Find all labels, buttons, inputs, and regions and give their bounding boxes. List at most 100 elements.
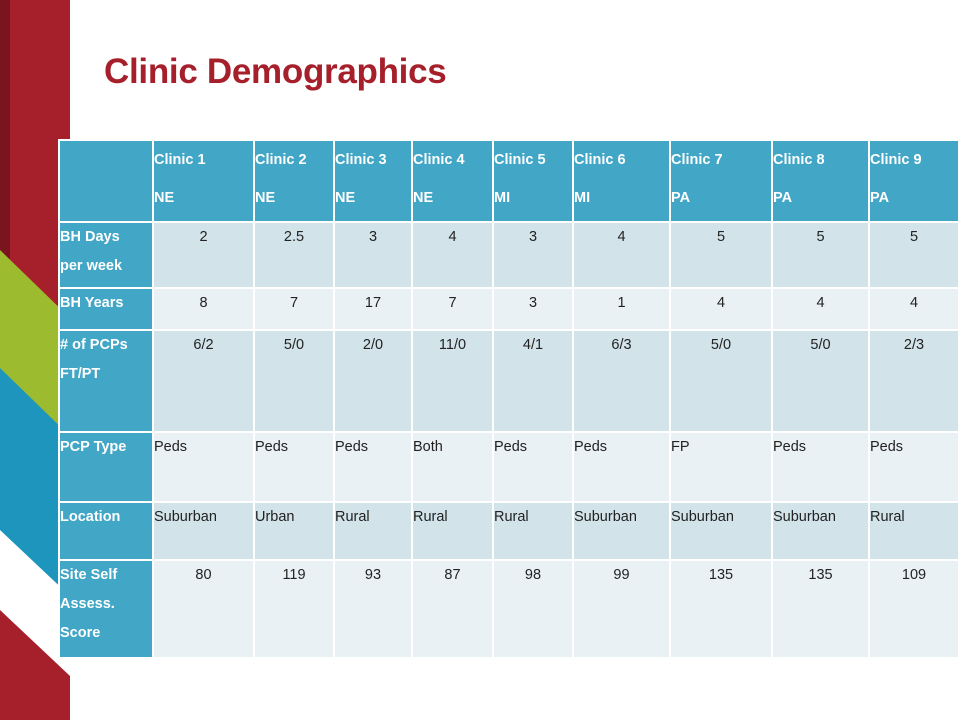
column-header: Clinic 4 NE [411,139,494,223]
row-header: # of PCPs FT/PT [58,329,154,433]
table-cell: Peds [771,431,870,503]
row-header-label: Location [60,509,121,525]
column-header-region: MI [494,190,511,206]
table-cell: 4 [771,287,870,331]
table-cell: Suburban [572,501,671,561]
table-row: Location Suburban Urban Rural Rural Rural Subu… [58,501,960,561]
table-row: Site Self Assess. Score 80 119 93 87 98 99 135 135… [58,559,960,659]
table-row: PCP Type Peds Peds Peds Both Peds Peds FP Peds Pe… [58,431,960,503]
row-header: BH Years [58,287,154,331]
column-header: Clinic 5 MI [492,139,574,223]
row-header: Location [58,501,154,561]
row-header: Site Self Assess. Score [58,559,154,659]
table-cell: 4 [669,287,773,331]
table-row: # of PCPs FT/PT 6/2 5/0 2/0 11/0 4/1 6/3 5/0 5/0 2… [58,329,960,433]
table-cell: 3 [492,221,574,289]
table-cell: Peds [868,431,960,503]
column-header-clinic-name: Clinic 7 [671,152,723,168]
column-header-region: NE [413,190,434,206]
table-cell: 17 [333,287,413,331]
table-cell: 11/0 [411,329,494,433]
table-cell: 3 [333,221,413,289]
table-cell: 135 [771,559,870,659]
table-cell: 7 [253,287,335,331]
row-header-label: FT/PT [60,366,101,382]
column-header-region: NE [154,190,175,206]
table-cell: 2/0 [333,329,413,433]
column-header-clinic-name: Clinic 2 [255,152,307,168]
column-header-clinic-name: Clinic 1 [154,152,206,168]
column-header: Clinic 6 MI [572,139,671,223]
table-cell: Peds [152,431,255,503]
row-header-label: per week [60,258,123,274]
table-cell: 8 [152,287,255,331]
header-corner-cell [58,139,154,223]
table-cell: Peds [572,431,671,503]
column-header-region: PA [870,190,890,206]
column-header: Clinic 2 NE [253,139,335,223]
table-cell: 5 [868,221,960,289]
column-header-region: MI [574,190,591,206]
table-cell: Both [411,431,494,503]
demographics-table: Clinic 1 NE Clinic 2 NE Clinic 3 NE Clinic 4 NE… [58,139,960,659]
table-cell: 4 [572,221,671,289]
row-header: PCP Type [58,431,154,503]
column-header: Clinic 8 PA [771,139,870,223]
column-header-clinic-name: Clinic 6 [574,152,626,168]
table-cell: 5/0 [669,329,773,433]
column-header: Clinic 7 PA [669,139,773,223]
table-cell: Suburban [669,501,773,561]
table-cell: 7 [411,287,494,331]
table-cell: 87 [411,559,494,659]
row-header-label: Score [60,625,101,641]
row-header-label: BH Days [60,229,120,245]
table-cell: 6/2 [152,329,255,433]
column-header-region: NE [255,190,276,206]
table-cell: 80 [152,559,255,659]
table-row: BH Years 8 7 17 7 3 1 4 4 4 [58,287,960,331]
table-cell: 93 [333,559,413,659]
table-cell: Rural [868,501,960,561]
column-header-clinic-name: Clinic 9 [870,152,922,168]
row-header-label: Site Self [60,567,118,583]
table-cell: 5 [771,221,870,289]
column-header-clinic-name: Clinic 4 [413,152,465,168]
table-cell: Urban [253,501,335,561]
table-body: BH Days per week 2 2.5 3 4 3 4 5 5 5 BH Years 8 7 17 7 3… [58,221,960,659]
row-header-label: BH Years [60,295,124,311]
column-header-region: PA [773,190,793,206]
table-cell: 4 [868,287,960,331]
table-cell: 4/1 [492,329,574,433]
table-cell: 98 [492,559,574,659]
table-cell: 109 [868,559,960,659]
table-cell: 5/0 [253,329,335,433]
table-cell: 135 [669,559,773,659]
column-header: Clinic 1 NE [152,139,255,223]
table-cell: Suburban [771,501,870,561]
table-cell: 2.5 [253,221,335,289]
table-cell: Rural [411,501,494,561]
table-cell: 5 [669,221,773,289]
column-header-region: PA [671,190,691,206]
column-header-region: NE [335,190,356,206]
table-cell: Rural [492,501,574,561]
column-header-clinic-name: Clinic 3 [335,152,387,168]
column-header-clinic-name: Clinic 5 [494,152,546,168]
table-cell: 6/3 [572,329,671,433]
row-header-label: Assess. [60,596,115,612]
column-header: Clinic 3 NE [333,139,413,223]
table-cell: 99 [572,559,671,659]
column-header: Clinic 9 PA [868,139,960,223]
table-cell: Peds [492,431,574,503]
table-cell: 119 [253,559,335,659]
table-cell: 2/3 [868,329,960,433]
table-cell: Rural [333,501,413,561]
row-header-label: # of PCPs [60,337,128,353]
table-row: BH Days per week 2 2.5 3 4 3 4 5 5 5 [58,221,960,289]
row-header: BH Days per week [58,221,154,289]
table-cell: 1 [572,287,671,331]
table-cell: Suburban [152,501,255,561]
table-cell: 3 [492,287,574,331]
column-header-clinic-name: Clinic 8 [773,152,825,168]
table-cell: FP [669,431,773,503]
